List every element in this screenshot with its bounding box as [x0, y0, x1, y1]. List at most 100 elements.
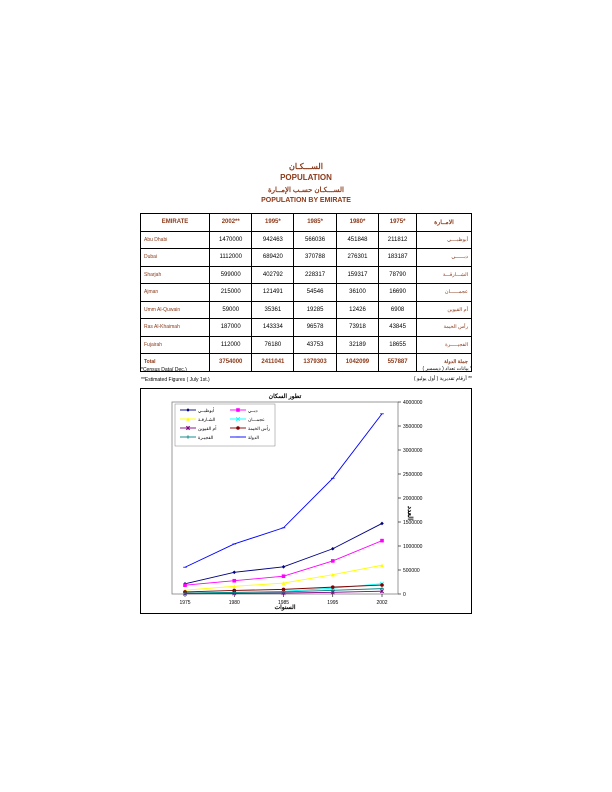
value-cell: 76180 [251, 335, 295, 354]
value-cell: 1470000 [208, 230, 253, 249]
data-point [232, 588, 237, 593]
column-header: EMIRATE [140, 213, 210, 232]
value-cell: 689420 [251, 248, 295, 267]
value-cell: 112000 [208, 335, 253, 354]
data-point [330, 546, 335, 551]
data-point [183, 583, 187, 588]
emirate-name-en: Umm Al-Quwain [140, 300, 210, 319]
footnote-census: *Census Data( Dec.) [141, 367, 187, 373]
x-tick-label: 2002 [376, 600, 387, 606]
value-cell: 370788 [293, 248, 337, 267]
value-cell: 96578 [293, 318, 337, 337]
legend-label: دبــي [248, 408, 258, 413]
total-value-cell: 1042099 [335, 353, 380, 372]
y-tick-label: 3000000 [403, 448, 423, 454]
data-point [183, 591, 187, 595]
value-cell: 32189 [335, 335, 380, 354]
value-cell: 6908 [378, 300, 417, 319]
y-tick-label: 0 [403, 592, 406, 598]
table-row: Ajman 215000 121491 54546 36100 16690 عج… [140, 283, 472, 302]
emirate-name-ar: الفجيـــــرة [416, 335, 472, 354]
column-header: الامــارة [416, 213, 472, 232]
column-header: 1980* [335, 213, 380, 232]
total-value-cell: 557887 [378, 353, 417, 372]
footnote-census-ar: * بيانات تعداد ( ديسمبر ) [422, 366, 472, 372]
column-header: 1995* [251, 213, 295, 232]
emirate-name-ar: دبــــــي [416, 248, 472, 267]
value-cell: 942463 [251, 230, 295, 249]
legend-label: عجمـــان [248, 417, 265, 422]
data-point [235, 416, 241, 422]
value-cell: 228317 [293, 265, 337, 284]
data-point [281, 574, 286, 579]
data-point [330, 572, 335, 577]
value-cell: 19285 [293, 300, 337, 319]
subtitle-arabic: الســـكـان حسـب الإمــارة [267, 187, 345, 194]
x-axis-label: السنوات [274, 604, 295, 611]
series-group [183, 521, 384, 586]
value-cell: 12426 [335, 300, 380, 319]
x-tick-label: 1975 [179, 600, 190, 606]
value-cell: 451848 [335, 230, 380, 249]
value-cell: 183187 [378, 248, 417, 267]
data-point [281, 590, 286, 594]
value-cell: 36100 [335, 283, 380, 302]
data-point [380, 538, 384, 543]
title-english: POPULATION [280, 173, 332, 182]
total-value-cell: 2411041 [251, 353, 295, 372]
data-point [281, 565, 286, 569]
column-header: 1975* [378, 213, 417, 232]
data-point [232, 590, 237, 595]
value-cell: 159317 [335, 265, 380, 284]
y-tick-label: 500000 [403, 568, 420, 574]
legend-frame [174, 403, 276, 447]
total-label-ar: جملة الدولة [416, 353, 472, 372]
data-point [232, 570, 237, 575]
emirate-name-en: Ras Al-Khaimah [140, 318, 210, 337]
legend-item: أبوظبــي [180, 406, 215, 414]
series-group [183, 413, 384, 568]
data-point [236, 408, 240, 412]
total-label-en: Total [140, 353, 210, 372]
legend-item: رأس الخيمة [230, 424, 271, 432]
x-tick-label: 1985 [278, 600, 289, 606]
value-cell: 43845 [378, 318, 417, 337]
y-tick-label: 2000000 [403, 496, 423, 502]
y-axis-label: العدد [406, 506, 414, 520]
table-row: Umm Al-Quwain 59000 35361 19285 12426 69… [140, 300, 472, 319]
value-cell: 121491 [251, 283, 295, 302]
emirate-name-ar: عجمــــــان [416, 283, 472, 302]
emirate-name-ar: أم القيوين [416, 300, 472, 319]
title-arabic: الســـكـان [289, 162, 323, 171]
value-cell: 599000 [208, 265, 253, 284]
value-cell: 276301 [335, 248, 380, 267]
table-row: Abu Dhabi 1470000 942463 566036 451848 2… [140, 230, 472, 249]
value-cell: 143334 [251, 318, 295, 337]
y-tick-label: 4000000 [403, 400, 423, 406]
data-point [185, 425, 191, 431]
value-cell: 187000 [208, 318, 253, 337]
data-point [232, 584, 237, 589]
value-cell: 215000 [208, 283, 253, 302]
legend-label: الدولة [248, 435, 259, 441]
x-tick-label: 1995 [327, 600, 338, 606]
legend-label: رأس الخيمة [248, 424, 271, 432]
emirate-name-en: Abu Dhabi [140, 230, 210, 249]
data-point [186, 408, 190, 412]
emirate-name-en: Fujairah [140, 335, 210, 354]
data-point [380, 521, 384, 526]
value-cell: 18655 [378, 335, 417, 354]
emirate-name-ar: الشـــارقـــة [416, 265, 472, 284]
value-cell: 59000 [208, 300, 253, 319]
value-cell: 402792 [251, 265, 295, 284]
table-row: Dubai 1112000 689420 370788 276301 18318… [140, 248, 472, 267]
table-header-row: EMIRATE 2002** 1995* 1985* 1980* 1975* ا… [140, 213, 472, 232]
table-row: Sharjah 599000 402792 228317 159317 7879… [140, 265, 472, 284]
series-lines [182, 413, 385, 596]
footnote-estimated-ar: ** أرقام تقديرية ( أول يوليو ) [413, 376, 472, 382]
total-value-cell: 1379303 [293, 353, 337, 372]
x-tick-label: 1980 [229, 600, 240, 606]
column-header: 2002** [208, 213, 253, 232]
value-cell: 73918 [335, 318, 380, 337]
y-tick-label: 1000000 [403, 544, 423, 550]
